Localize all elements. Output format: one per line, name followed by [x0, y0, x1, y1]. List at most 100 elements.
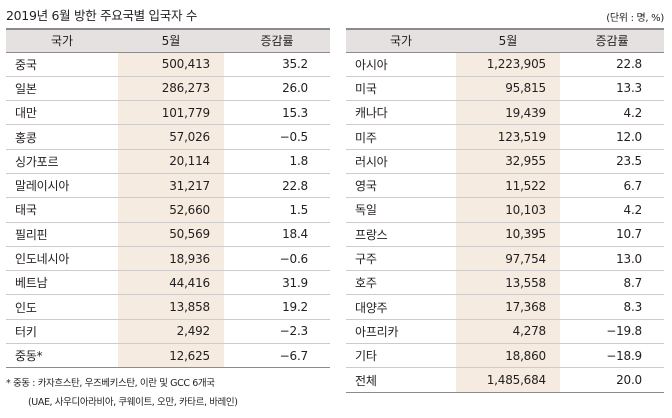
table-row: 독일 10,103 4.2 [346, 197, 664, 223]
table-row: 기타 18,860 −18.9 [346, 343, 664, 369]
change-cell: −2.3 [224, 319, 330, 345]
country-cell: 캐나다 [346, 100, 456, 126]
change-cell: 19.2 [224, 294, 330, 320]
country-cell: 중동* [6, 343, 118, 369]
country-cell: 터키 [6, 319, 118, 345]
change-cell: 8.7 [560, 270, 664, 296]
change-cell: 10.7 [560, 222, 664, 247]
header-month: 5월 [498, 34, 518, 49]
header-change: 증감률 [595, 34, 629, 49]
table-row: 태국 52,660 1.5 [6, 197, 330, 223]
country-cell: 아프리카 [346, 319, 456, 345]
country-cell: 일본 [6, 76, 118, 102]
change-cell: 1.8 [224, 149, 330, 174]
value-cell: 44,416 [118, 270, 224, 296]
value-cell: 101,779 [118, 100, 224, 126]
value-cell: 123,519 [456, 124, 560, 150]
table-row: 캐나다 19,439 4.2 [346, 100, 664, 126]
country-cell: 러시아 [346, 149, 456, 174]
value-cell: 1,223,905 [456, 52, 560, 77]
change-cell: 22.8 [224, 173, 330, 199]
table-row: 싱가포르 20,114 1.8 [6, 149, 330, 174]
table-row: 홍콩 57,026 −0.5 [6, 124, 330, 150]
footnote-gcc-countries: (UAE, 사우디아라비아, 쿠웨이트, 오만, 카타르, 바레인) [28, 397, 238, 408]
change-cell: 6.7 [560, 173, 664, 199]
change-cell: 13.3 [560, 76, 664, 102]
table-row: 베트남 44,416 31.9 [6, 270, 330, 296]
value-cell: 18,860 [456, 343, 560, 369]
value-cell: 10,395 [456, 222, 560, 247]
header-country: 국가 [389, 34, 413, 49]
value-cell: 500,413 [118, 52, 224, 77]
table-row: 구주 97,754 13.0 [346, 246, 664, 272]
header-change: 증감률 [260, 34, 294, 49]
change-cell: 12.0 [560, 124, 664, 150]
table-row: 일본 286,273 26.0 [6, 76, 330, 102]
country-cell: 말레이시아 [6, 173, 118, 199]
table-row: 전체 1,485,684 20.0 [346, 367, 664, 393]
value-cell: 4,278 [456, 319, 560, 345]
table-row: 대만 101,779 15.3 [6, 100, 330, 126]
value-cell: 97,754 [456, 246, 560, 272]
table-row: 중국 500,413 35.2 [6, 52, 330, 77]
change-cell: 22.8 [560, 52, 664, 77]
country-cell: 대만 [6, 100, 118, 126]
table-row: 중동* 12,625 −6.7 [6, 343, 330, 369]
table-header-row: 국가 5월 증감률 [6, 29, 330, 52]
country-cell: 싱가포르 [6, 149, 118, 174]
change-cell: −6.7 [224, 343, 330, 369]
country-cell: 인도 [6, 294, 118, 320]
country-cell: 영국 [346, 173, 456, 199]
change-cell: 1.5 [224, 197, 330, 223]
table-row: 영국 11,522 6.7 [346, 173, 664, 199]
value-cell: 286,273 [118, 76, 224, 102]
country-cell: 기타 [346, 343, 456, 369]
value-cell: 95,815 [456, 76, 560, 102]
table-row: 대양주 17,368 8.3 [346, 294, 664, 320]
page-title: 2019년 6월 방한 주요국별 입국자 수 [6, 8, 198, 23]
table-row: 아프리카 4,278 −19.8 [346, 319, 664, 345]
table-row: 호주 13,558 8.7 [346, 270, 664, 296]
left-table: 국가 5월 증감률 중국 500,413 35.2 일본 286,273 26.0 대만 10… [6, 28, 330, 369]
country-cell: 베트남 [6, 270, 118, 296]
table-row: 미국 95,815 13.3 [346, 76, 664, 102]
change-cell: −0.5 [224, 124, 330, 150]
country-cell: 필리핀 [6, 222, 118, 247]
change-cell: −19.8 [560, 319, 664, 345]
change-cell: 35.2 [224, 52, 330, 77]
country-cell: 대양주 [346, 294, 456, 320]
country-cell: 인도네시아 [6, 246, 118, 272]
change-cell: 4.2 [560, 197, 664, 223]
country-cell: 중국 [6, 52, 118, 77]
change-cell: 31.9 [224, 270, 330, 296]
country-cell: 아시아 [346, 52, 456, 77]
value-cell: 13,558 [456, 270, 560, 296]
table-row: 아시아 1,223,905 22.8 [346, 52, 664, 77]
value-cell: 1,485,684 [456, 367, 560, 393]
value-cell: 17,368 [456, 294, 560, 320]
change-cell: −18.9 [560, 343, 664, 369]
country-cell: 전체 [346, 367, 456, 393]
country-cell: 미주 [346, 124, 456, 150]
header-country: 국가 [50, 34, 74, 49]
table-row: 필리핀 50,569 18.4 [6, 222, 330, 247]
table-row: 터키 2,492 −2.3 [6, 319, 330, 345]
value-cell: 52,660 [118, 197, 224, 223]
change-cell: 26.0 [224, 76, 330, 102]
change-cell: 8.3 [560, 294, 664, 320]
value-cell: 31,217 [118, 173, 224, 199]
table-row: 인도 13,858 19.2 [6, 294, 330, 320]
unit-label: (단위 : 명, %) [606, 13, 664, 24]
change-cell: 13.0 [560, 246, 664, 272]
table-row: 프랑스 10,395 10.7 [346, 222, 664, 247]
change-cell: 20.0 [560, 367, 664, 393]
country-cell: 구주 [346, 246, 456, 272]
country-cell: 홍콩 [6, 124, 118, 150]
table-row: 말레이시아 31,217 22.8 [6, 173, 330, 199]
change-cell: 23.5 [560, 149, 664, 174]
value-cell: 32,955 [456, 149, 560, 174]
table-row: 러시아 32,955 23.5 [346, 149, 664, 174]
country-cell: 프랑스 [346, 222, 456, 247]
country-cell: 호주 [346, 270, 456, 296]
change-cell: 15.3 [224, 100, 330, 126]
